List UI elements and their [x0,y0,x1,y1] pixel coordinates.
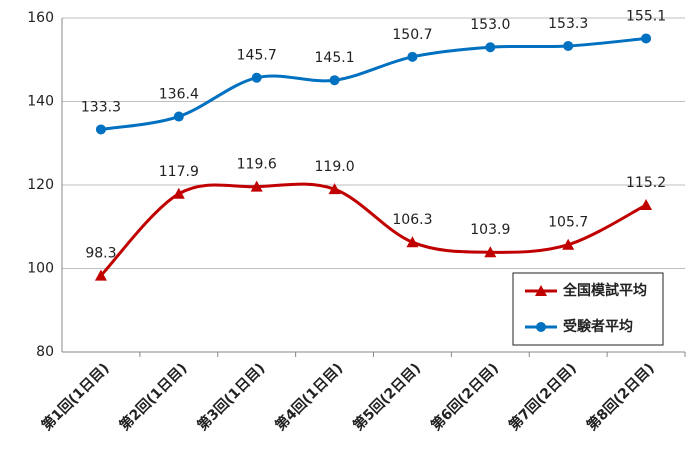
data-label: 103.9 [470,222,510,238]
legend-marker [535,285,547,296]
y-tick-label: 80 [36,344,54,360]
legend-label: 全国模試平均 [562,282,647,299]
data-label: 98.3 [85,246,116,262]
marker [173,111,184,122]
data-label: 105.7 [548,215,588,231]
x-tick-label: 第1回(1日目) [38,360,112,434]
legend-box [512,272,664,346]
x-tick-label: 第7回(2日目) [505,360,579,434]
legend-label: 受験者平均 [563,318,633,335]
data-label: 119.6 [237,157,277,173]
marker [563,40,574,51]
data-label: 150.7 [392,27,432,43]
x-tick-label: 第8回(2日目) [583,360,657,434]
marker [250,180,263,192]
data-label: 133.3 [81,99,121,115]
x-tick-label: 第3回(1日目) [194,360,268,434]
x-tick-label: 第2回(1日目) [116,360,190,434]
marker [406,236,419,248]
data-label: 145.1 [315,50,355,66]
y-tick-label: 120 [27,177,54,193]
y-tick-label: 100 [27,261,54,277]
marker [172,187,185,199]
marker [329,75,340,86]
marker [95,124,106,135]
data-label: 119.0 [315,159,355,175]
marker [484,246,497,258]
x-tick-label: 第4回(1日目) [272,360,346,434]
legend-marker [536,322,546,332]
data-label: 106.3 [392,212,432,228]
data-label: 115.2 [626,175,666,191]
marker [562,238,575,250]
data-label: 145.7 [237,48,277,64]
x-tick-label: 第6回(2日目) [428,360,502,434]
y-tick-label: 140 [27,94,54,110]
data-label: 136.4 [159,87,199,103]
x-tick-label: 第5回(2日目) [350,360,424,434]
data-label: 117.9 [159,164,199,180]
data-label: 153.0 [470,17,510,33]
series-line [100,36,647,131]
y-tick-label: 160 [27,10,54,26]
data-label: 155.1 [626,8,666,24]
marker [251,72,262,83]
marker [485,42,496,53]
marker [94,269,107,281]
marker [640,199,653,211]
marker [328,183,341,195]
marker [407,51,418,62]
marker [641,33,652,44]
data-label: 153.3 [548,16,588,32]
